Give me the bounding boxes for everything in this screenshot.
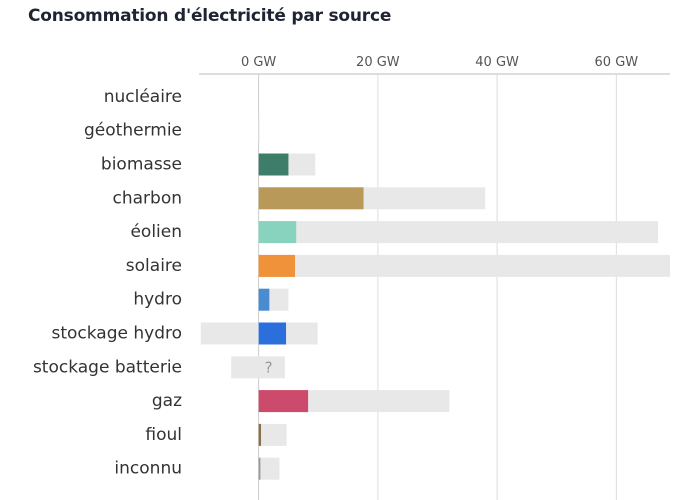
tick-label-3: 60 GW xyxy=(595,55,639,70)
category-label-3: charbon xyxy=(113,188,183,208)
value-bar-10 xyxy=(258,423,262,446)
tick-label-2: 40 GW xyxy=(475,55,519,70)
capacity-bar-8 xyxy=(231,356,285,379)
capacity-bar-11 xyxy=(258,457,280,480)
value-bar-7 xyxy=(258,322,287,345)
category-label-6: hydro xyxy=(133,290,182,310)
capacity-bar-10 xyxy=(258,423,287,446)
value-bar-9 xyxy=(258,390,309,413)
capacity-bar-4 xyxy=(258,221,659,244)
category-label-11: inconnu xyxy=(114,459,182,479)
category-label-9: gaz xyxy=(152,391,182,411)
category-label-10: fioul xyxy=(145,425,182,445)
tick-label-0: 0 GW xyxy=(241,55,276,70)
category-label-0: nucléaire xyxy=(104,87,182,107)
category-label-1: géothermie xyxy=(84,121,182,141)
value-bar-2 xyxy=(258,153,289,176)
chart-title: Consommation d'électricité par source xyxy=(28,6,392,26)
category-label-5: solaire xyxy=(126,256,182,276)
capacity-bar-1 xyxy=(258,119,260,142)
capacity-bar-5 xyxy=(258,254,670,277)
category-label-7: stockage hydro xyxy=(51,324,182,344)
value-bar-4 xyxy=(258,221,297,244)
value-bar-11 xyxy=(258,457,261,480)
value-bar-5 xyxy=(258,254,295,277)
category-label-8: stockage batterie xyxy=(33,357,182,377)
category-label-2: biomasse xyxy=(101,155,182,175)
value-bar-3 xyxy=(258,187,364,210)
unknown-value-marker: ? xyxy=(265,358,273,376)
category-label-4: éolien xyxy=(130,222,182,242)
tick-label-1: 20 GW xyxy=(356,55,400,70)
value-bar-6 xyxy=(258,288,270,311)
